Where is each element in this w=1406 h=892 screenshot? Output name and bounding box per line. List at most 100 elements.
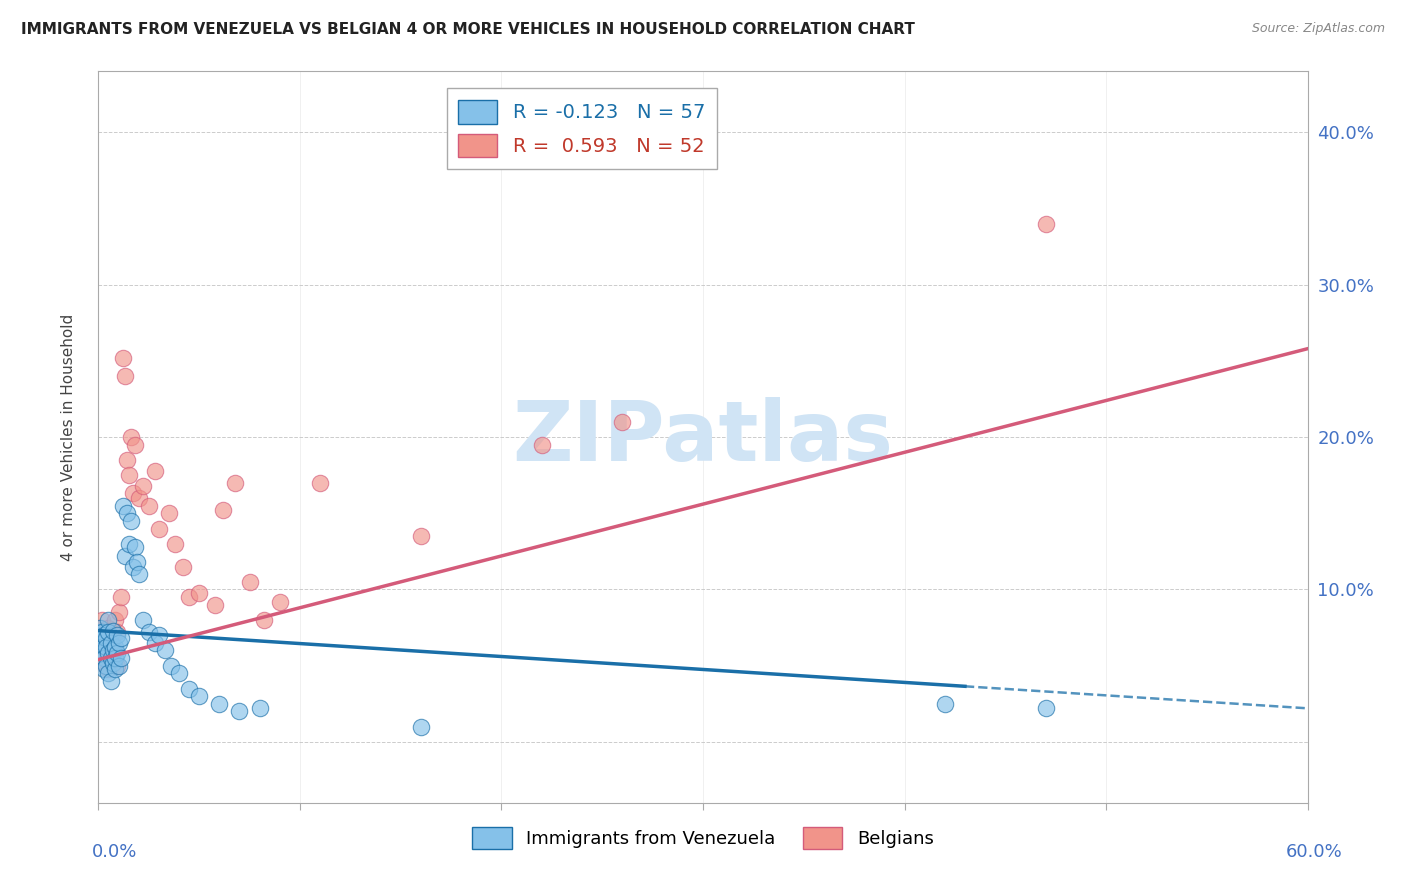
Point (179, 681, 201, 696)
Point (97, 625, 120, 640)
Point (93, 636, 115, 650)
Point (118, 468, 141, 483)
Point (91, 625, 114, 640)
Point (96, 658, 118, 673)
Point (103, 640, 125, 655)
Point (160, 658, 183, 673)
Point (89, 632, 111, 646)
Point (249, 701, 271, 715)
Point (105, 658, 128, 673)
Point (148, 628, 170, 642)
Point (269, 594, 291, 608)
Point (93, 639, 115, 653)
Point (208, 697, 231, 711)
Point (89, 621, 111, 635)
Point (138, 499, 160, 513)
Point (172, 559, 194, 574)
Point (93, 628, 115, 642)
Point (96, 632, 118, 646)
Point (91, 625, 114, 640)
Point (143, 464, 166, 478)
Point (96, 658, 118, 673)
Point (107, 636, 129, 650)
Point (110, 651, 132, 665)
Point (101, 628, 124, 642)
Point (204, 598, 226, 612)
Point (107, 658, 129, 673)
Point (89, 625, 111, 640)
Point (100, 673, 122, 688)
Point (409, 529, 432, 543)
Point (143, 636, 166, 650)
Point (96, 640, 118, 655)
Point (212, 503, 235, 517)
Point (111, 351, 134, 365)
Point (115, 453, 138, 467)
Point (97, 662, 120, 676)
Point (97, 666, 120, 681)
Point (934, 697, 956, 711)
Text: ZIPatlas: ZIPatlas (513, 397, 893, 477)
Point (103, 643, 125, 657)
Point (128, 491, 150, 505)
Point (93, 662, 115, 676)
Point (121, 559, 143, 574)
Point (107, 605, 129, 619)
Point (101, 647, 124, 661)
Point (120, 514, 142, 528)
Point (91, 643, 114, 657)
Point (253, 613, 276, 627)
Point (93, 651, 115, 665)
Point (110, 632, 132, 646)
Text: 0.0%: 0.0% (91, 843, 136, 861)
Point (105, 628, 128, 642)
Text: Source: ZipAtlas.com: Source: ZipAtlas.com (1251, 22, 1385, 36)
Point (239, 574, 262, 589)
Point (120, 430, 142, 444)
Point (111, 499, 134, 513)
Point (124, 438, 146, 452)
Point (138, 625, 160, 640)
Point (100, 651, 122, 665)
Point (103, 662, 125, 676)
Point (118, 537, 141, 551)
Point (91, 643, 114, 657)
Point (409, 720, 432, 734)
Point (93, 628, 115, 642)
Y-axis label: 4 or more Vehicles in Household: 4 or more Vehicles in Household (60, 313, 76, 561)
Point (91, 647, 114, 661)
Point (93, 651, 115, 665)
Point (612, 415, 634, 429)
Point (114, 369, 136, 384)
Point (101, 656, 124, 670)
Point (163, 537, 186, 551)
Point (91, 613, 114, 627)
Point (124, 540, 146, 554)
Point (153, 643, 176, 657)
Point (115, 506, 138, 520)
Point (224, 475, 246, 490)
Point (157, 506, 180, 520)
Point (100, 636, 122, 650)
Point (91, 636, 114, 650)
Text: 60.0%: 60.0% (1286, 843, 1343, 861)
Point (1035, 701, 1057, 715)
Point (96, 647, 118, 661)
Point (132, 613, 155, 627)
Point (103, 613, 125, 627)
Point (167, 666, 190, 681)
Point (530, 438, 553, 452)
Point (105, 625, 128, 640)
Point (97, 647, 120, 661)
Point (103, 651, 125, 665)
Point (128, 567, 150, 582)
Point (110, 590, 132, 604)
Legend: Immigrants from Venezuela, Belgians: Immigrants from Venezuela, Belgians (465, 820, 941, 856)
Point (121, 486, 143, 500)
Point (228, 705, 250, 719)
Point (89, 632, 111, 646)
Point (101, 643, 124, 657)
Point (97, 613, 120, 627)
Point (105, 647, 128, 661)
Point (89, 621, 111, 635)
